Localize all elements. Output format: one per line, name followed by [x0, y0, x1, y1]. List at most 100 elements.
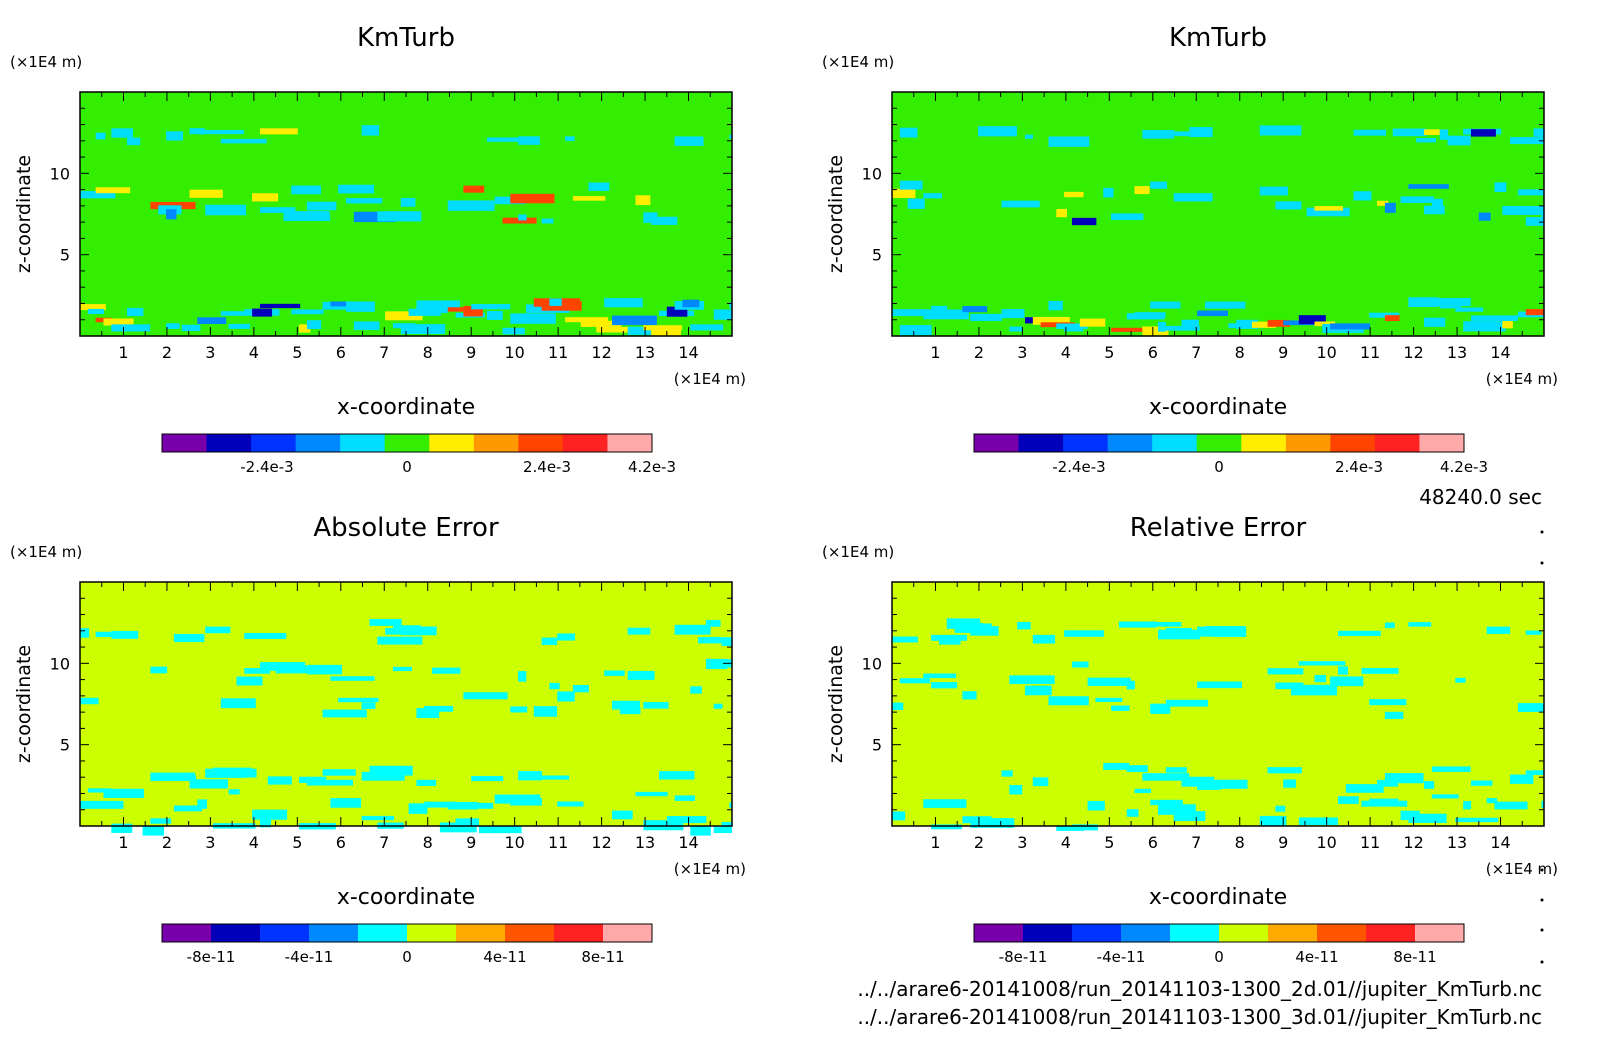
- field-cell: [892, 188, 916, 199]
- field-cell: [1298, 817, 1338, 826]
- field-cell: [1400, 196, 1434, 203]
- colorbar-tick-label: -8e-11: [999, 948, 1048, 966]
- x-tick-label: 3: [205, 833, 215, 852]
- field-cell: [259, 303, 301, 309]
- field-cell: [1283, 779, 1296, 788]
- x-tick-label: 13: [1447, 833, 1467, 852]
- field-cell: [1064, 630, 1104, 637]
- x-tick-label: 11: [1360, 343, 1380, 362]
- field-cell: [604, 298, 643, 308]
- x-tick-label: 14: [1490, 343, 1510, 362]
- field-cell: [1408, 813, 1447, 823]
- field-cell: [322, 709, 367, 718]
- field-cell: [1541, 214, 1544, 220]
- field-cell: [1447, 135, 1471, 146]
- field-cell: [1424, 129, 1448, 135]
- field-cell: [1158, 629, 1201, 640]
- x-axis-label: x-coordinate: [1149, 395, 1287, 420]
- field-cell: [1165, 767, 1187, 773]
- x-tick-label: 1: [930, 343, 940, 362]
- colorbar-frame: [161, 923, 653, 943]
- field-cell: [1032, 634, 1056, 644]
- field-cell: [604, 670, 625, 676]
- field-cell: [674, 624, 711, 635]
- field-cell: [565, 317, 609, 323]
- x-tick-label: 13: [1447, 343, 1467, 362]
- x-tick-label: 4: [249, 343, 259, 362]
- colorbar-swatch: [1415, 924, 1465, 942]
- colorbar-tick-label: 0: [1214, 948, 1224, 966]
- field-cell: [666, 816, 707, 824]
- field-cell: [369, 618, 402, 626]
- field-cell: [1259, 125, 1302, 136]
- field-cell: [385, 311, 423, 321]
- field-cell: [1306, 207, 1350, 217]
- colorbar-swatch: [1219, 924, 1269, 942]
- field-cell: [291, 309, 324, 315]
- colorbar-tick-label: -2.4e-3: [1052, 458, 1105, 476]
- field-cell: [424, 801, 456, 808]
- field-cell: [557, 691, 575, 702]
- field-cell: [306, 779, 353, 786]
- colorbar-tick-label: 2.4e-3: [1335, 458, 1383, 476]
- field-cell: [713, 703, 723, 709]
- colorbar-tick-label: 0: [402, 458, 412, 476]
- field-cell: [1259, 815, 1287, 827]
- field-cell: [416, 708, 440, 718]
- x-tick-label: 1: [118, 343, 128, 362]
- field-cell: [690, 324, 724, 331]
- file-path-3d: ../../arare6-20141008/run_20141103-1300_…: [857, 1005, 1542, 1029]
- field-cell: [729, 802, 732, 808]
- field-cell: [1533, 128, 1544, 137]
- x-tick-label: 10: [504, 833, 524, 852]
- x-tick-label: 9: [1278, 833, 1288, 852]
- x-tick-label: 12: [591, 833, 611, 852]
- field-cell: [1494, 801, 1528, 810]
- field-cell: [635, 791, 668, 797]
- field-cell: [729, 302, 732, 309]
- field-cell: [1384, 315, 1400, 322]
- field-cell: [103, 788, 145, 798]
- field-cell: [705, 658, 728, 670]
- field-cell: [346, 198, 383, 204]
- field-cell: [1275, 805, 1286, 812]
- y-axis: 5 10: [862, 581, 1544, 827]
- chart-panel-2: KmTurb (×1E4 m) (×1E4 m) x-coordinate z-coor…: [822, 23, 1558, 476]
- field-cell: [923, 799, 967, 808]
- field-cell: [377, 636, 423, 645]
- field-cell: [643, 702, 669, 709]
- y-tick-label: 10: [50, 654, 70, 673]
- colorbar-swatch: [1374, 434, 1420, 452]
- field-cell: [1197, 310, 1229, 317]
- colorbar-swatch: [429, 434, 475, 452]
- field-cell: [1337, 630, 1381, 637]
- field-cell: [1165, 131, 1202, 137]
- field-cell: [166, 131, 183, 141]
- field-cell: [1032, 316, 1070, 325]
- field-cell: [1009, 785, 1023, 795]
- field-cell: [892, 309, 927, 317]
- field-cell: [907, 198, 925, 209]
- field-cell: [1494, 182, 1507, 192]
- field-cell: [1150, 181, 1167, 189]
- field-cell: [173, 805, 203, 812]
- y-unit-label: (×1E4 m): [10, 543, 82, 561]
- field-cell: [1408, 297, 1439, 307]
- field-cell: [658, 771, 695, 780]
- colorbar-swatch: [1317, 924, 1367, 942]
- field-cell: [666, 306, 688, 317]
- field-cell: [978, 126, 1017, 137]
- field-cell: [213, 767, 252, 774]
- field-cell: [220, 698, 256, 709]
- field-cell: [1118, 621, 1157, 628]
- field-cell: [1103, 762, 1130, 770]
- field-cell: [447, 200, 495, 211]
- field-cell: [557, 633, 575, 641]
- x-tick-label: 2: [974, 343, 984, 362]
- field-cell: [1251, 321, 1277, 328]
- field-cell: [228, 789, 240, 795]
- field-cell: [970, 818, 1015, 828]
- field-cell: [1001, 200, 1040, 208]
- field-cell: [299, 776, 327, 783]
- colorbar-tick-label: 4.2e-3: [628, 458, 676, 476]
